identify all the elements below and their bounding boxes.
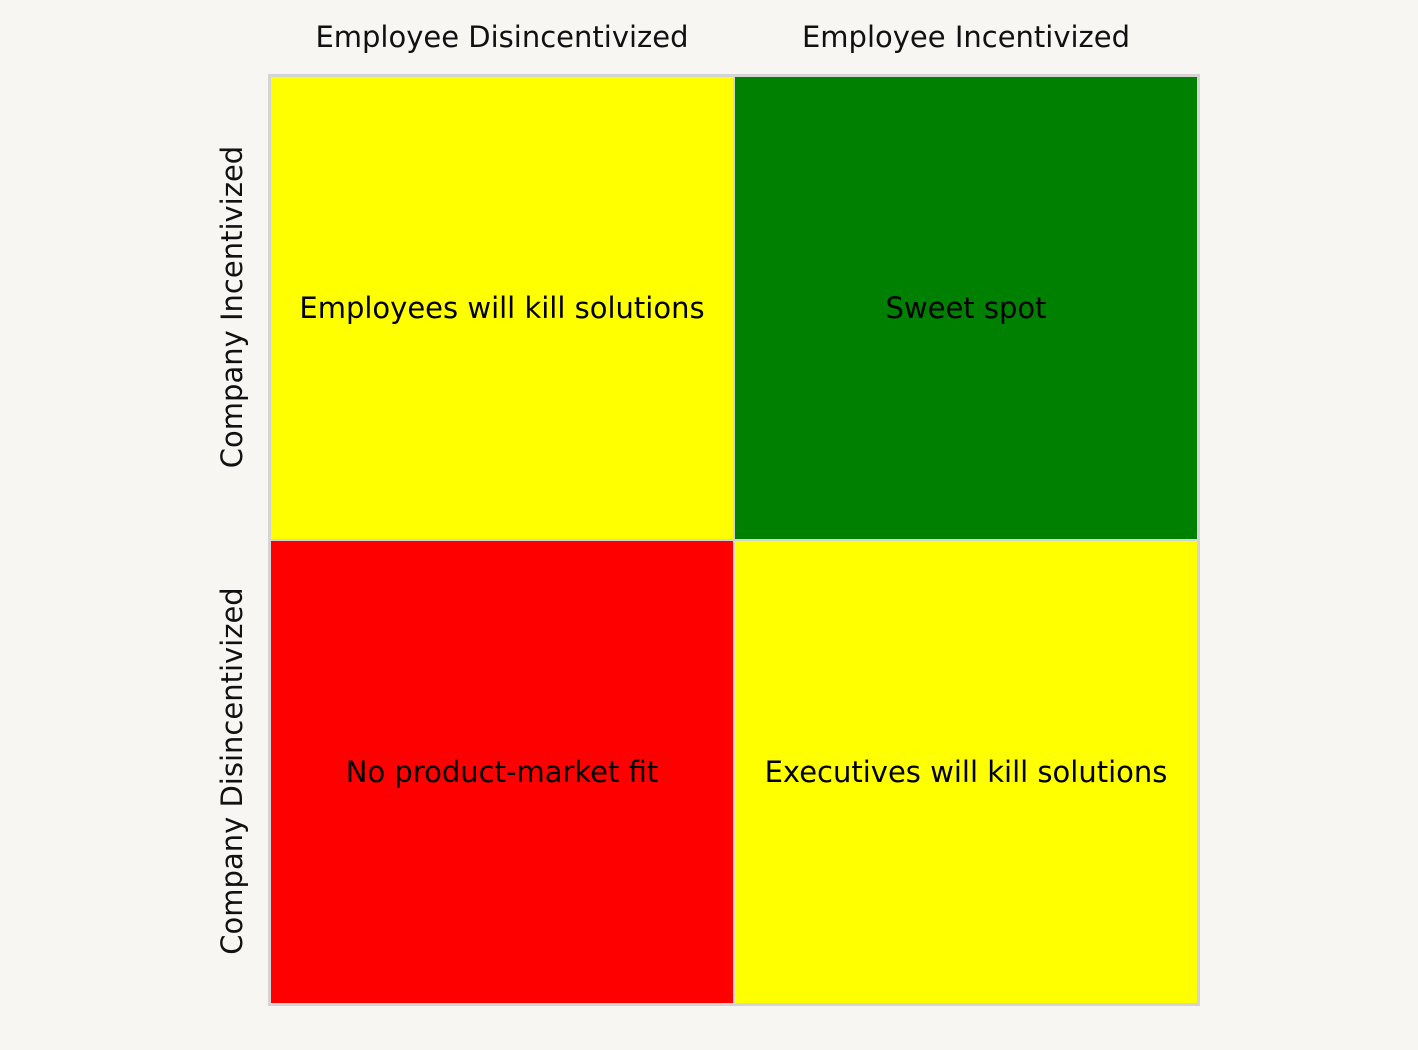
column-header-employee-incentivized: Employee Incentivized [801, 20, 1131, 54]
quadrant-bottom-left: No product-market fit [271, 541, 733, 1003]
quadrant-top-right: Sweet spot [735, 77, 1197, 539]
column-header-employee-disincentivized: Employee Disincentivized [315, 20, 689, 54]
quadrant-bottom-right: Executives will kill solutions [735, 541, 1197, 1003]
row-header-company-disincentivized: Company Disincentivized [215, 587, 249, 955]
quadrant-matrix: Employees will kill solutions Sweet spot… [268, 74, 1200, 1006]
quadrant-top-left: Employees will kill solutions [271, 77, 733, 539]
row-header-company-incentivized: Company Incentivized [215, 145, 249, 469]
